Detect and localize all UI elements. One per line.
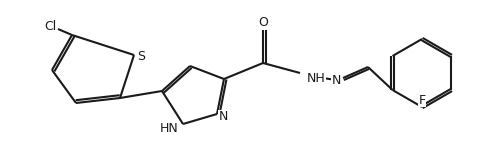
Text: S: S [137,51,145,64]
Text: HN: HN [159,122,178,135]
Text: NH: NH [307,72,326,85]
Text: Cl: Cl [44,20,56,33]
Text: N: N [219,111,228,124]
Text: O: O [258,16,268,29]
Text: F: F [418,93,425,106]
Text: N: N [331,73,341,86]
